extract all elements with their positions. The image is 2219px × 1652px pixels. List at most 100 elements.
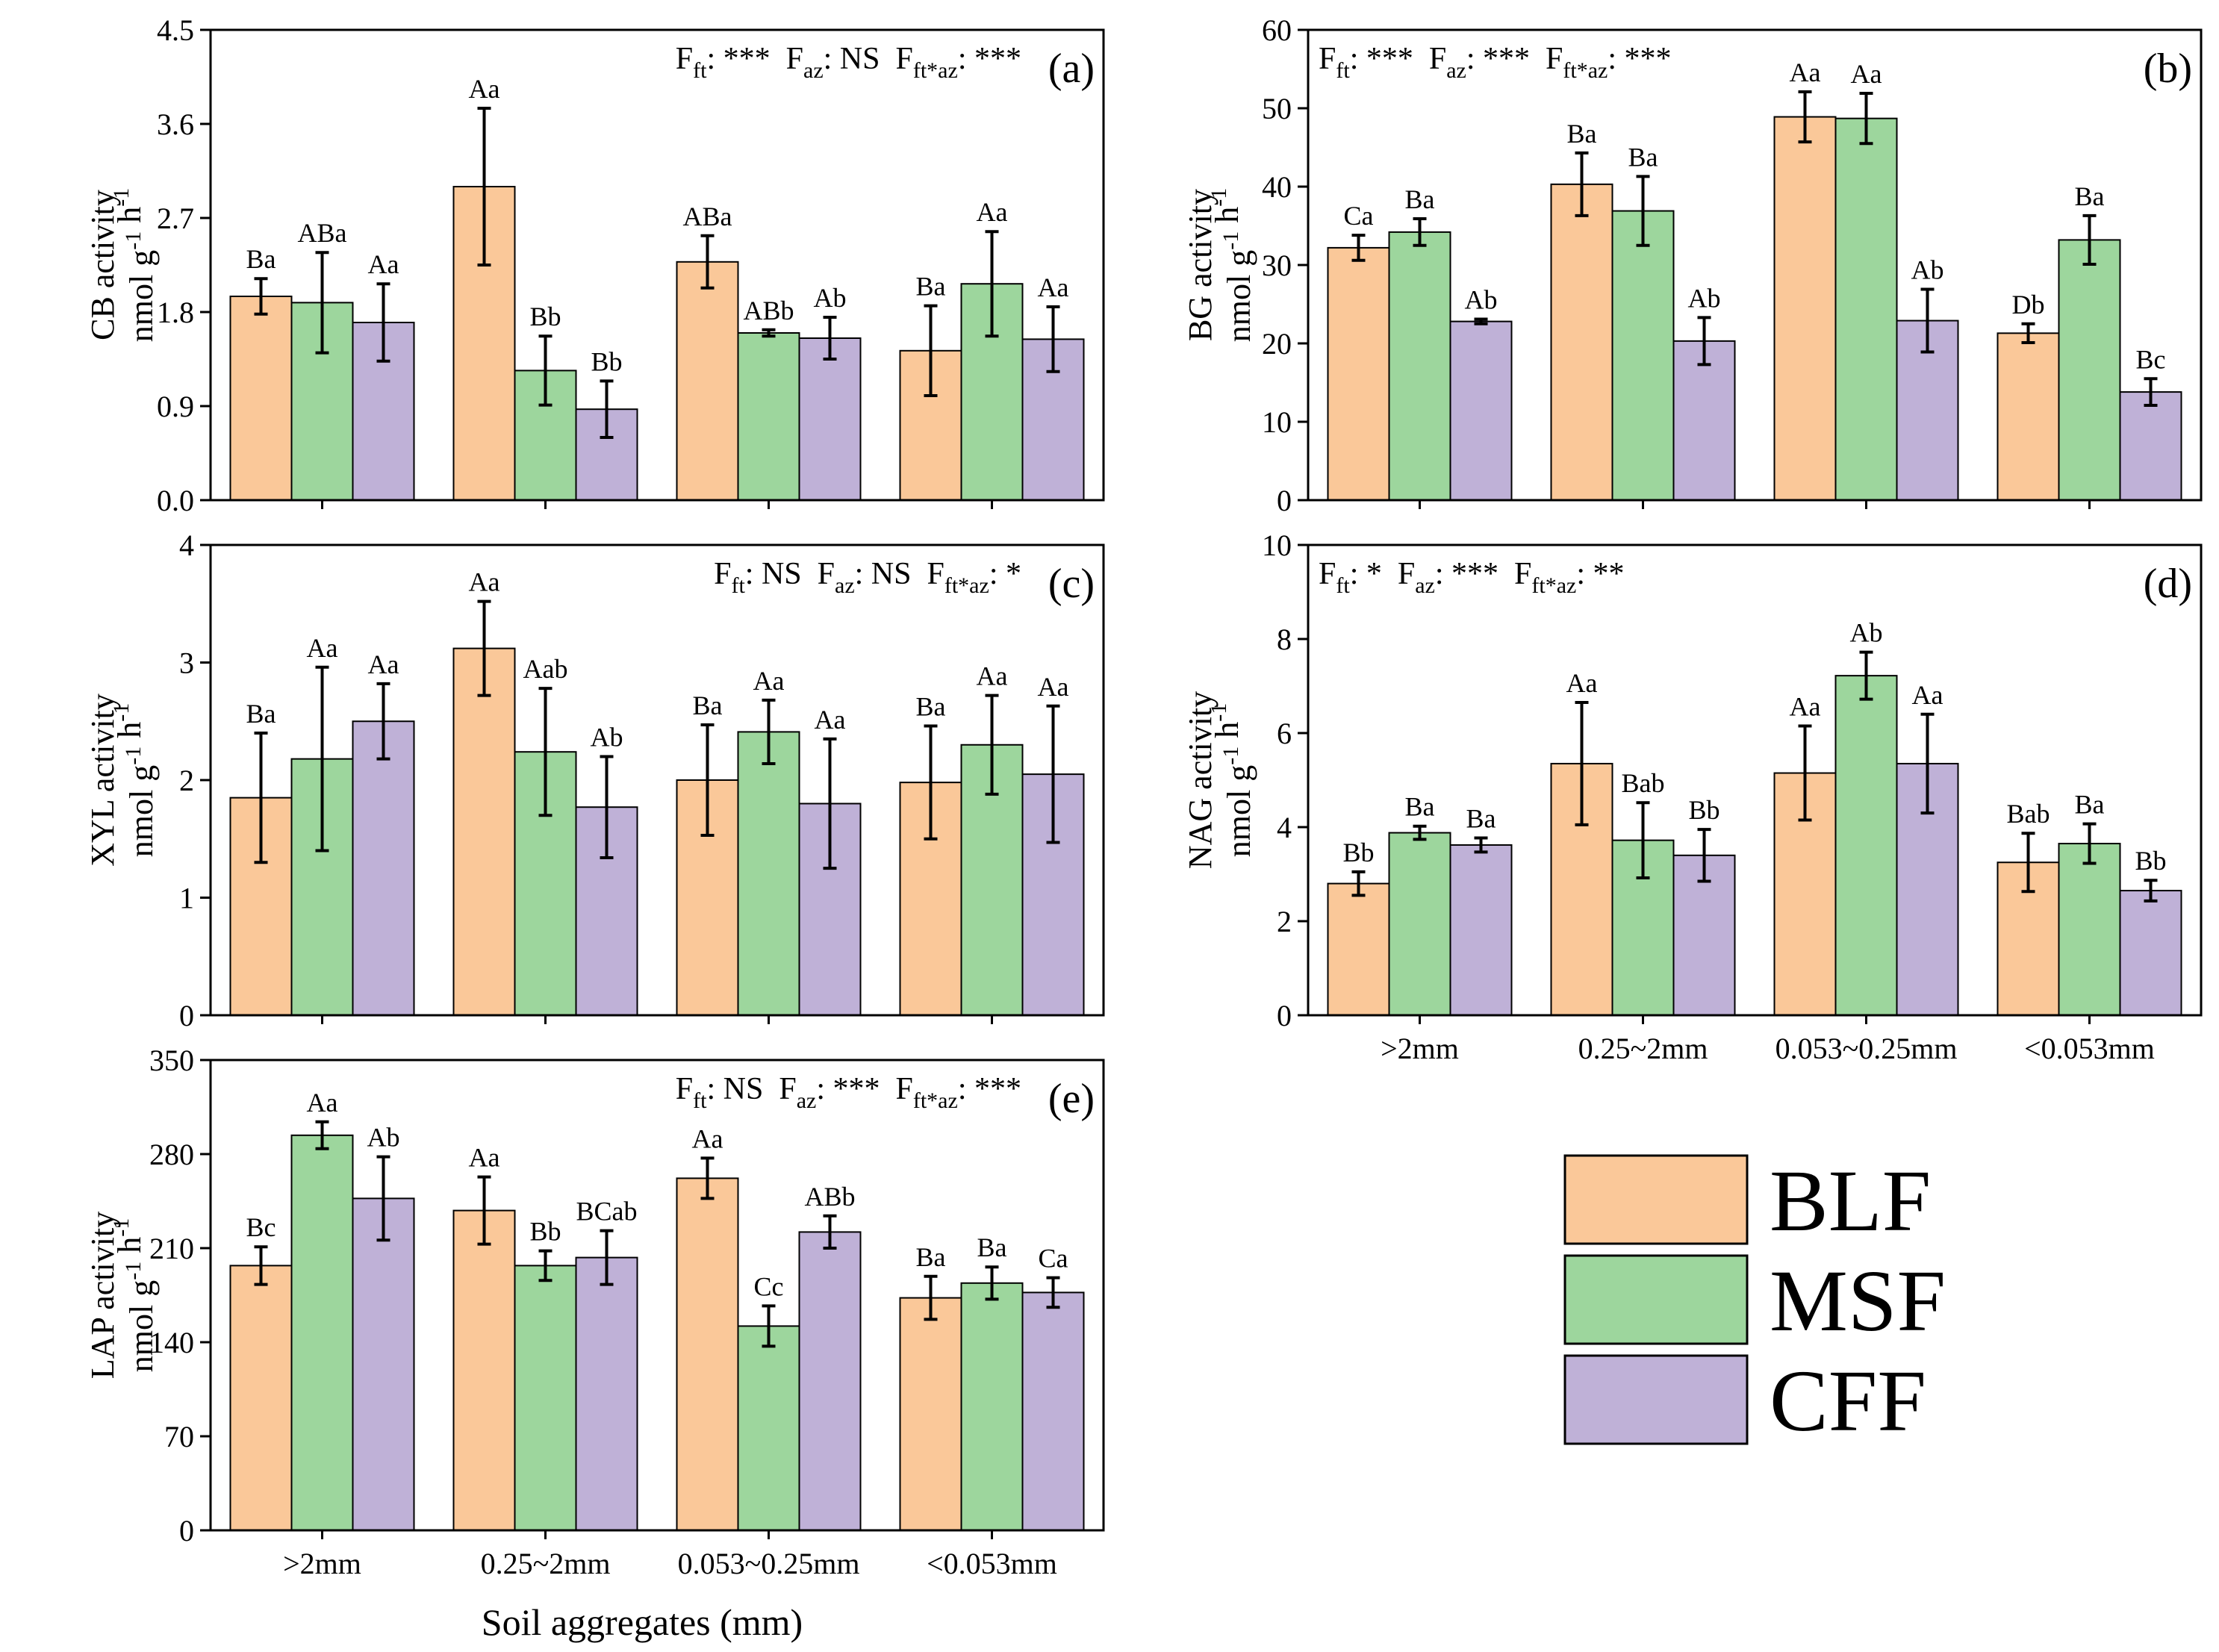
y-axis-unit-e: nmol g-1 h-1 — [109, 1218, 160, 1372]
y-axis-label-c: XYL activity — [84, 693, 121, 867]
error-bar-c-blf-2 — [477, 599, 491, 697]
bar-d-cff-4 — [2119, 890, 2182, 1017]
stats-b: Fft: *** Faz: *** Fft*az: *** — [1319, 42, 1672, 83]
x-category-label-d-2: 0.053~0.25mm — [1775, 1032, 1958, 1065]
sig-label-d-cff-3: Aa — [1912, 680, 1943, 710]
sig-label-a-blf-4: Ba — [916, 272, 946, 302]
bar-e-blf-2 — [452, 1209, 516, 1531]
bar-e-cff-4 — [1021, 1291, 1085, 1532]
bar-c-blf-2 — [452, 647, 516, 1016]
error-bar-a-blf-2 — [477, 107, 491, 266]
panel-a: Ba Aa ABa Ba ABa Bb ABb Aa Aa Bb Ab Aa 0.0 0.9 1.8 2.7 3… — [84, 13, 1105, 517]
error-bar-c-msf-4 — [985, 693, 999, 796]
y-axis-unit-b: nmol g-1 h-1 — [1207, 188, 1257, 342]
panel-label-a: (a) — [1048, 46, 1095, 92]
error-bar-e-msf-2 — [538, 1249, 553, 1282]
sig-label-b-msf-3: Aa — [1851, 59, 1882, 89]
sig-label-c-blf-1: Ba — [246, 699, 276, 729]
panel-label-b: (b) — [2144, 46, 2192, 92]
sig-label-e-msf-1: Aa — [307, 1088, 338, 1118]
sig-label-a-cff-3: Ab — [814, 283, 847, 313]
x-category-label-d-3: <0.053mm — [2024, 1032, 2155, 1065]
error-bar-e-msf-3 — [762, 1304, 776, 1348]
y-axis-label-b: BG activity — [1182, 189, 1219, 341]
error-bar-c-msf-2 — [538, 687, 553, 817]
error-bar-b-msf-3 — [1859, 92, 1873, 146]
sig-label-c-msf-2: Aab — [523, 654, 568, 684]
sig-label-d-cff-2: Bb — [1688, 795, 1720, 825]
y-tick-label-d-1: 2 — [1277, 905, 1292, 938]
y-tick-label-c-0: 0 — [179, 999, 194, 1032]
y-tick-label-e-2: 140 — [149, 1326, 194, 1359]
error-bar-e-cff-2 — [600, 1229, 614, 1286]
error-bar-c-blf-4 — [924, 724, 938, 841]
error-bar-a-cff-3 — [823, 316, 837, 361]
sig-label-b-msf-4: Ba — [2075, 181, 2105, 211]
legend-label-msf: MSF — [1770, 1252, 1946, 1350]
sig-label-c-cff-1: Aa — [368, 649, 399, 679]
y-tick-label-b-6: 60 — [1262, 13, 1292, 47]
sig-label-e-blf-4: Ba — [916, 1242, 946, 1272]
stats-e: Fft: NS Faz: *** Fft*az: *** — [676, 1072, 1021, 1113]
bar-b-cff-2 — [1672, 340, 1736, 501]
error-bar-c-msf-3 — [762, 698, 776, 765]
error-bar-d-blf-2 — [1575, 701, 1589, 826]
y-axis-label-e: LAP activity — [84, 1212, 121, 1379]
sig-label-c-msf-4: Aa — [977, 661, 1008, 691]
bar-e-msf-1 — [290, 1134, 354, 1532]
bar-e-cff-1 — [352, 1197, 415, 1532]
y-tick-label-a-5: 4.5 — [157, 13, 194, 47]
error-bar-b-blf-2 — [1575, 151, 1589, 217]
error-bar-d-cff-3 — [1920, 712, 1935, 815]
legend-label-blf: BLF — [1770, 1152, 1931, 1250]
sig-label-e-cff-4: Ca — [1039, 1244, 1068, 1274]
y-tick-label-b-4: 40 — [1262, 170, 1292, 204]
sig-label-c-blf-2: Aa — [469, 567, 500, 597]
sig-label-d-msf-2: Bab — [1622, 768, 1665, 798]
y-tick-label-e-4: 280 — [149, 1138, 194, 1171]
y-tick-label-c-2: 2 — [179, 764, 194, 797]
error-bar-e-blf-3 — [700, 1156, 715, 1200]
legend-swatch-cff — [1563, 1354, 1749, 1445]
sig-label-a-msf-2: Bb — [529, 302, 561, 331]
plot-frame-d — [1307, 543, 2203, 1017]
error-bar-d-msf-4 — [2082, 822, 2097, 865]
bar-a-blf-3 — [676, 261, 739, 501]
sig-label-d-blf-4: Bab — [2007, 799, 2050, 829]
sig-label-b-msf-1: Ba — [1405, 184, 1435, 214]
error-bar-a-msf-4 — [985, 230, 999, 338]
panel-label-c: (c) — [1048, 561, 1095, 607]
sig-label-a-cff-1: Aa — [368, 249, 399, 279]
sig-label-b-cff-1: Ab — [1465, 284, 1498, 314]
error-bar-c-cff-2 — [600, 755, 614, 859]
y-tick-label-b-5: 50 — [1262, 92, 1292, 125]
sig-label-a-cff-4: Aa — [1038, 272, 1069, 302]
x-category-label-e-3: <0.053mm — [927, 1547, 1057, 1580]
sig-label-e-msf-2: Bb — [529, 1217, 561, 1247]
x-axis-title: Soil aggregates (mm) — [482, 1601, 803, 1643]
error-bar-b-msf-4 — [2082, 213, 2097, 266]
y-tick-label-b-1: 10 — [1262, 405, 1292, 439]
bar-d-cff-1 — [1449, 844, 1513, 1016]
error-bar-e-cff-3 — [823, 1214, 837, 1250]
error-bar-b-blf-4 — [2021, 322, 2035, 344]
y-axis-label-a: CB activity — [84, 190, 121, 340]
sig-label-e-cff-2: BCab — [576, 1197, 637, 1226]
bar-b-cff-4 — [2119, 391, 2182, 501]
y-tick-label-e-1: 70 — [164, 1420, 194, 1453]
error-bar-e-msf-1 — [315, 1120, 329, 1150]
sig-label-d-msf-1: Ba — [1405, 792, 1435, 822]
y-tick-label-d-3: 6 — [1277, 717, 1292, 750]
error-bar-e-blf-4 — [924, 1274, 938, 1321]
bar-e-cff-2 — [575, 1256, 638, 1531]
error-bar-b-cff-1 — [1474, 317, 1488, 325]
y-tick-label-a-3: 2.7 — [157, 202, 194, 235]
panels: Ba Aa ABa Ba ABa Bb ABb Aa Aa Bb Ab Aa 0.0 0.9 1.8 2.7 3… — [84, 13, 2203, 1580]
y-tick-label-c-3: 3 — [179, 646, 194, 680]
error-bar-a-cff-2 — [600, 379, 614, 439]
bar-e-blf-1 — [229, 1265, 293, 1532]
error-bar-d-blf-3 — [1798, 724, 1812, 822]
error-bar-d-msf-2 — [1636, 801, 1650, 880]
sig-label-a-msf-4: Aa — [977, 197, 1008, 227]
bar-d-blf-1 — [1327, 882, 1390, 1016]
